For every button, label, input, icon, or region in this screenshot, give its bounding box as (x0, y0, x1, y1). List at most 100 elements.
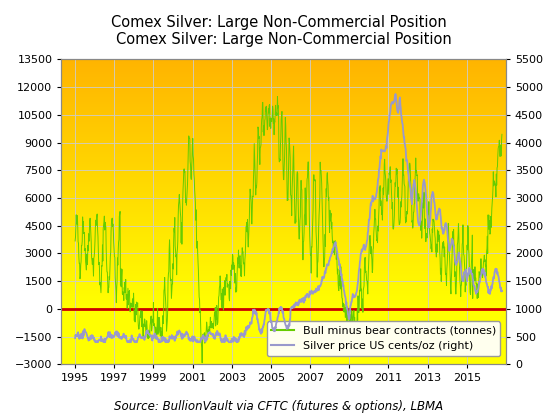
Bar (61, 249, 506, 251)
Bar (61, 259, 506, 261)
Bar (61, 179, 506, 182)
Bar (61, 207, 506, 209)
Bar (61, 127, 506, 129)
Bar (61, 134, 506, 137)
Text: Source: BullionVault via CFTC (futures & options), LBMA: Source: BullionVault via CFTC (futures &… (114, 400, 444, 413)
Legend: Bull minus bear contracts (tonnes), Silver price US cents/oz (right): Bull minus bear contracts (tonnes), Silv… (267, 321, 501, 356)
Bar (61, 222, 506, 224)
Bar (61, 99, 506, 102)
Bar (61, 304, 506, 306)
Bar (61, 281, 506, 284)
Bar (61, 266, 506, 269)
Bar (61, 229, 506, 232)
Bar (61, 244, 506, 247)
Bar (61, 139, 506, 142)
Bar (61, 69, 506, 72)
Text: Comex Silver: Large Non-Commercial Position: Comex Silver: Large Non-Commercial Posit… (116, 32, 451, 47)
Bar (61, 289, 506, 291)
Bar (61, 142, 506, 144)
Bar (61, 294, 506, 296)
Bar (61, 94, 506, 97)
Bar (61, 279, 506, 281)
Bar (61, 124, 506, 127)
Bar (61, 299, 506, 301)
Bar (61, 204, 506, 207)
Bar (61, 189, 506, 192)
Bar (61, 164, 506, 167)
Bar (61, 157, 506, 159)
Bar (61, 217, 506, 219)
Bar (61, 214, 506, 217)
Bar (61, 169, 506, 172)
Bar (61, 306, 506, 309)
Bar (61, 291, 506, 294)
Bar (61, 254, 506, 256)
Bar (61, 77, 506, 79)
Bar (61, 112, 506, 114)
Bar (61, 284, 506, 286)
Bar (61, 276, 506, 279)
Bar (61, 184, 506, 187)
Bar (61, 129, 506, 132)
Bar (61, 114, 506, 117)
Bar (61, 104, 506, 107)
Bar (61, 147, 506, 149)
Bar (61, 197, 506, 199)
Bar (61, 87, 506, 89)
Bar (61, 227, 506, 229)
Bar (61, 274, 506, 276)
Bar (61, 192, 506, 194)
Bar (61, 122, 506, 124)
Bar (61, 84, 506, 87)
Bar (61, 97, 506, 99)
Text: Comex Silver: Large Non-Commercial Position: Comex Silver: Large Non-Commercial Posit… (111, 15, 447, 29)
Bar (61, 187, 506, 189)
Bar (61, 269, 506, 271)
Bar (61, 79, 506, 82)
Bar (61, 72, 506, 74)
Bar (61, 119, 506, 122)
Bar (61, 232, 506, 234)
Bar (61, 62, 506, 64)
Bar (61, 174, 506, 177)
Bar (61, 172, 506, 174)
Bar (61, 67, 506, 69)
Bar (61, 209, 506, 212)
Bar (61, 202, 506, 204)
Bar (61, 224, 506, 227)
Bar (61, 144, 506, 147)
Bar (61, 152, 506, 154)
Bar (61, 154, 506, 157)
Bar (61, 219, 506, 222)
Bar (61, 82, 506, 84)
Bar (61, 301, 506, 304)
Bar (61, 102, 506, 104)
Bar (61, 162, 506, 164)
Bar (61, 182, 506, 184)
Bar (61, 107, 506, 109)
Bar (61, 237, 506, 239)
Bar (61, 239, 506, 242)
Bar (61, 296, 506, 299)
Bar (61, 309, 506, 364)
Bar (61, 256, 506, 259)
Bar (61, 271, 506, 274)
Bar (61, 194, 506, 197)
Bar (61, 167, 506, 169)
Bar (61, 251, 506, 254)
Bar (61, 149, 506, 152)
Bar (61, 286, 506, 289)
Bar (61, 242, 506, 244)
Bar (61, 199, 506, 202)
Bar (61, 261, 506, 264)
Bar (61, 247, 506, 249)
Bar (61, 177, 506, 179)
Bar (61, 137, 506, 139)
Bar (61, 159, 506, 162)
Bar (61, 234, 506, 237)
Bar (61, 74, 506, 77)
Bar (61, 117, 506, 119)
Bar (61, 264, 506, 266)
Bar (61, 89, 506, 92)
Bar (61, 92, 506, 94)
